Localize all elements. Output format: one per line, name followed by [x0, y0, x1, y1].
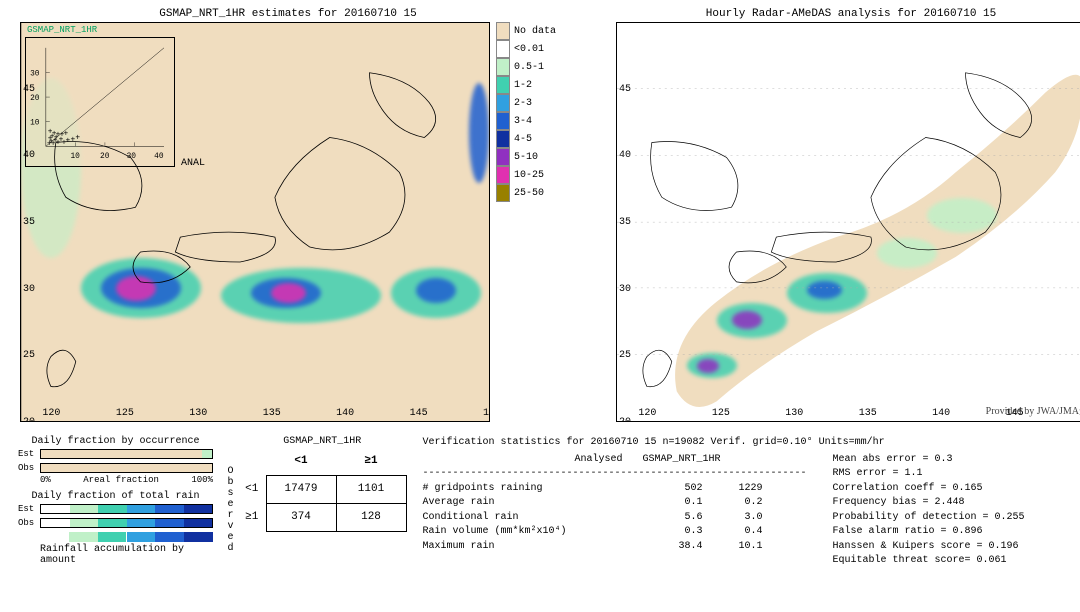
stat-metric: Probability of detection = 0.255	[833, 511, 1025, 526]
observed-vert: Observed	[223, 466, 238, 569]
gsmap-map: 30 20 10 10 20 30 40 +++ +++ +++ +++	[20, 22, 490, 422]
occ-obs-bar	[40, 463, 213, 473]
stat-row: Maximum rain38.410.1	[423, 540, 833, 555]
radar-map: Provided by JWA/JMA 12012513013514014515…	[616, 22, 1080, 422]
stat-metric: Frequency bias = 2.448	[833, 496, 1025, 511]
dash-line: ----------------------------------------…	[423, 467, 833, 482]
total-obs-bar	[40, 518, 213, 528]
total-title: Daily fraction of total rain	[18, 491, 213, 502]
obs-label: Obs	[18, 463, 40, 473]
left-map-title: GSMAP_NRT_1HR estimates for 20160710 15	[20, 8, 556, 20]
stat-metric: False alarm ratio = 0.896	[833, 525, 1025, 540]
colorbar-legend: No data<0.010.5-11-22-33-44-55-1010-2525…	[496, 22, 556, 202]
stat-metric: RMS error = 1.1	[833, 467, 1025, 482]
stat-metric: Mean abs error = 0.3	[833, 453, 1025, 468]
stat-row: # gridpoints raining5021229	[423, 482, 833, 497]
contingency-title: GSMAP_NRT_1HR	[238, 436, 407, 447]
x0: 0%	[40, 475, 51, 485]
occurrence-title: Daily fraction by occurrence	[18, 436, 213, 447]
accum-caption: Rainfall accumulation by amount	[18, 544, 213, 566]
stat-row: Rain volume (mm*km²x10⁴)0.30.4	[423, 525, 833, 540]
right-map-title: Hourly Radar-AMeDAS analysis for 2016071…	[616, 8, 1080, 20]
x1: 100%	[191, 475, 213, 485]
col-hdr-gsmap: GSMAP_NRT_1HR	[643, 453, 763, 468]
stat-metric: Correlation coeff = 0.165	[833, 482, 1025, 497]
palette-bar	[40, 532, 213, 542]
stat-metric: Equitable threat score= 0.061	[833, 554, 1025, 569]
stats-title: Verification statistics for 20160710 15 …	[423, 436, 1063, 451]
col-hdr-analysed: Analysed	[423, 453, 643, 468]
est-label: Est	[18, 449, 40, 459]
xmid: Areal fraction	[83, 475, 159, 485]
stat-row: Conditional rain5.63.0	[423, 511, 833, 526]
stat-row: Average rain0.10.2	[423, 496, 833, 511]
occ-est-bar	[40, 449, 213, 459]
stat-metric: Hanssen & Kuipers score = 0.196	[833, 540, 1025, 555]
contingency-table: <1 ≥1 <1 17479 1101 ≥1 374 128	[238, 447, 407, 532]
total-est-bar	[40, 504, 213, 514]
